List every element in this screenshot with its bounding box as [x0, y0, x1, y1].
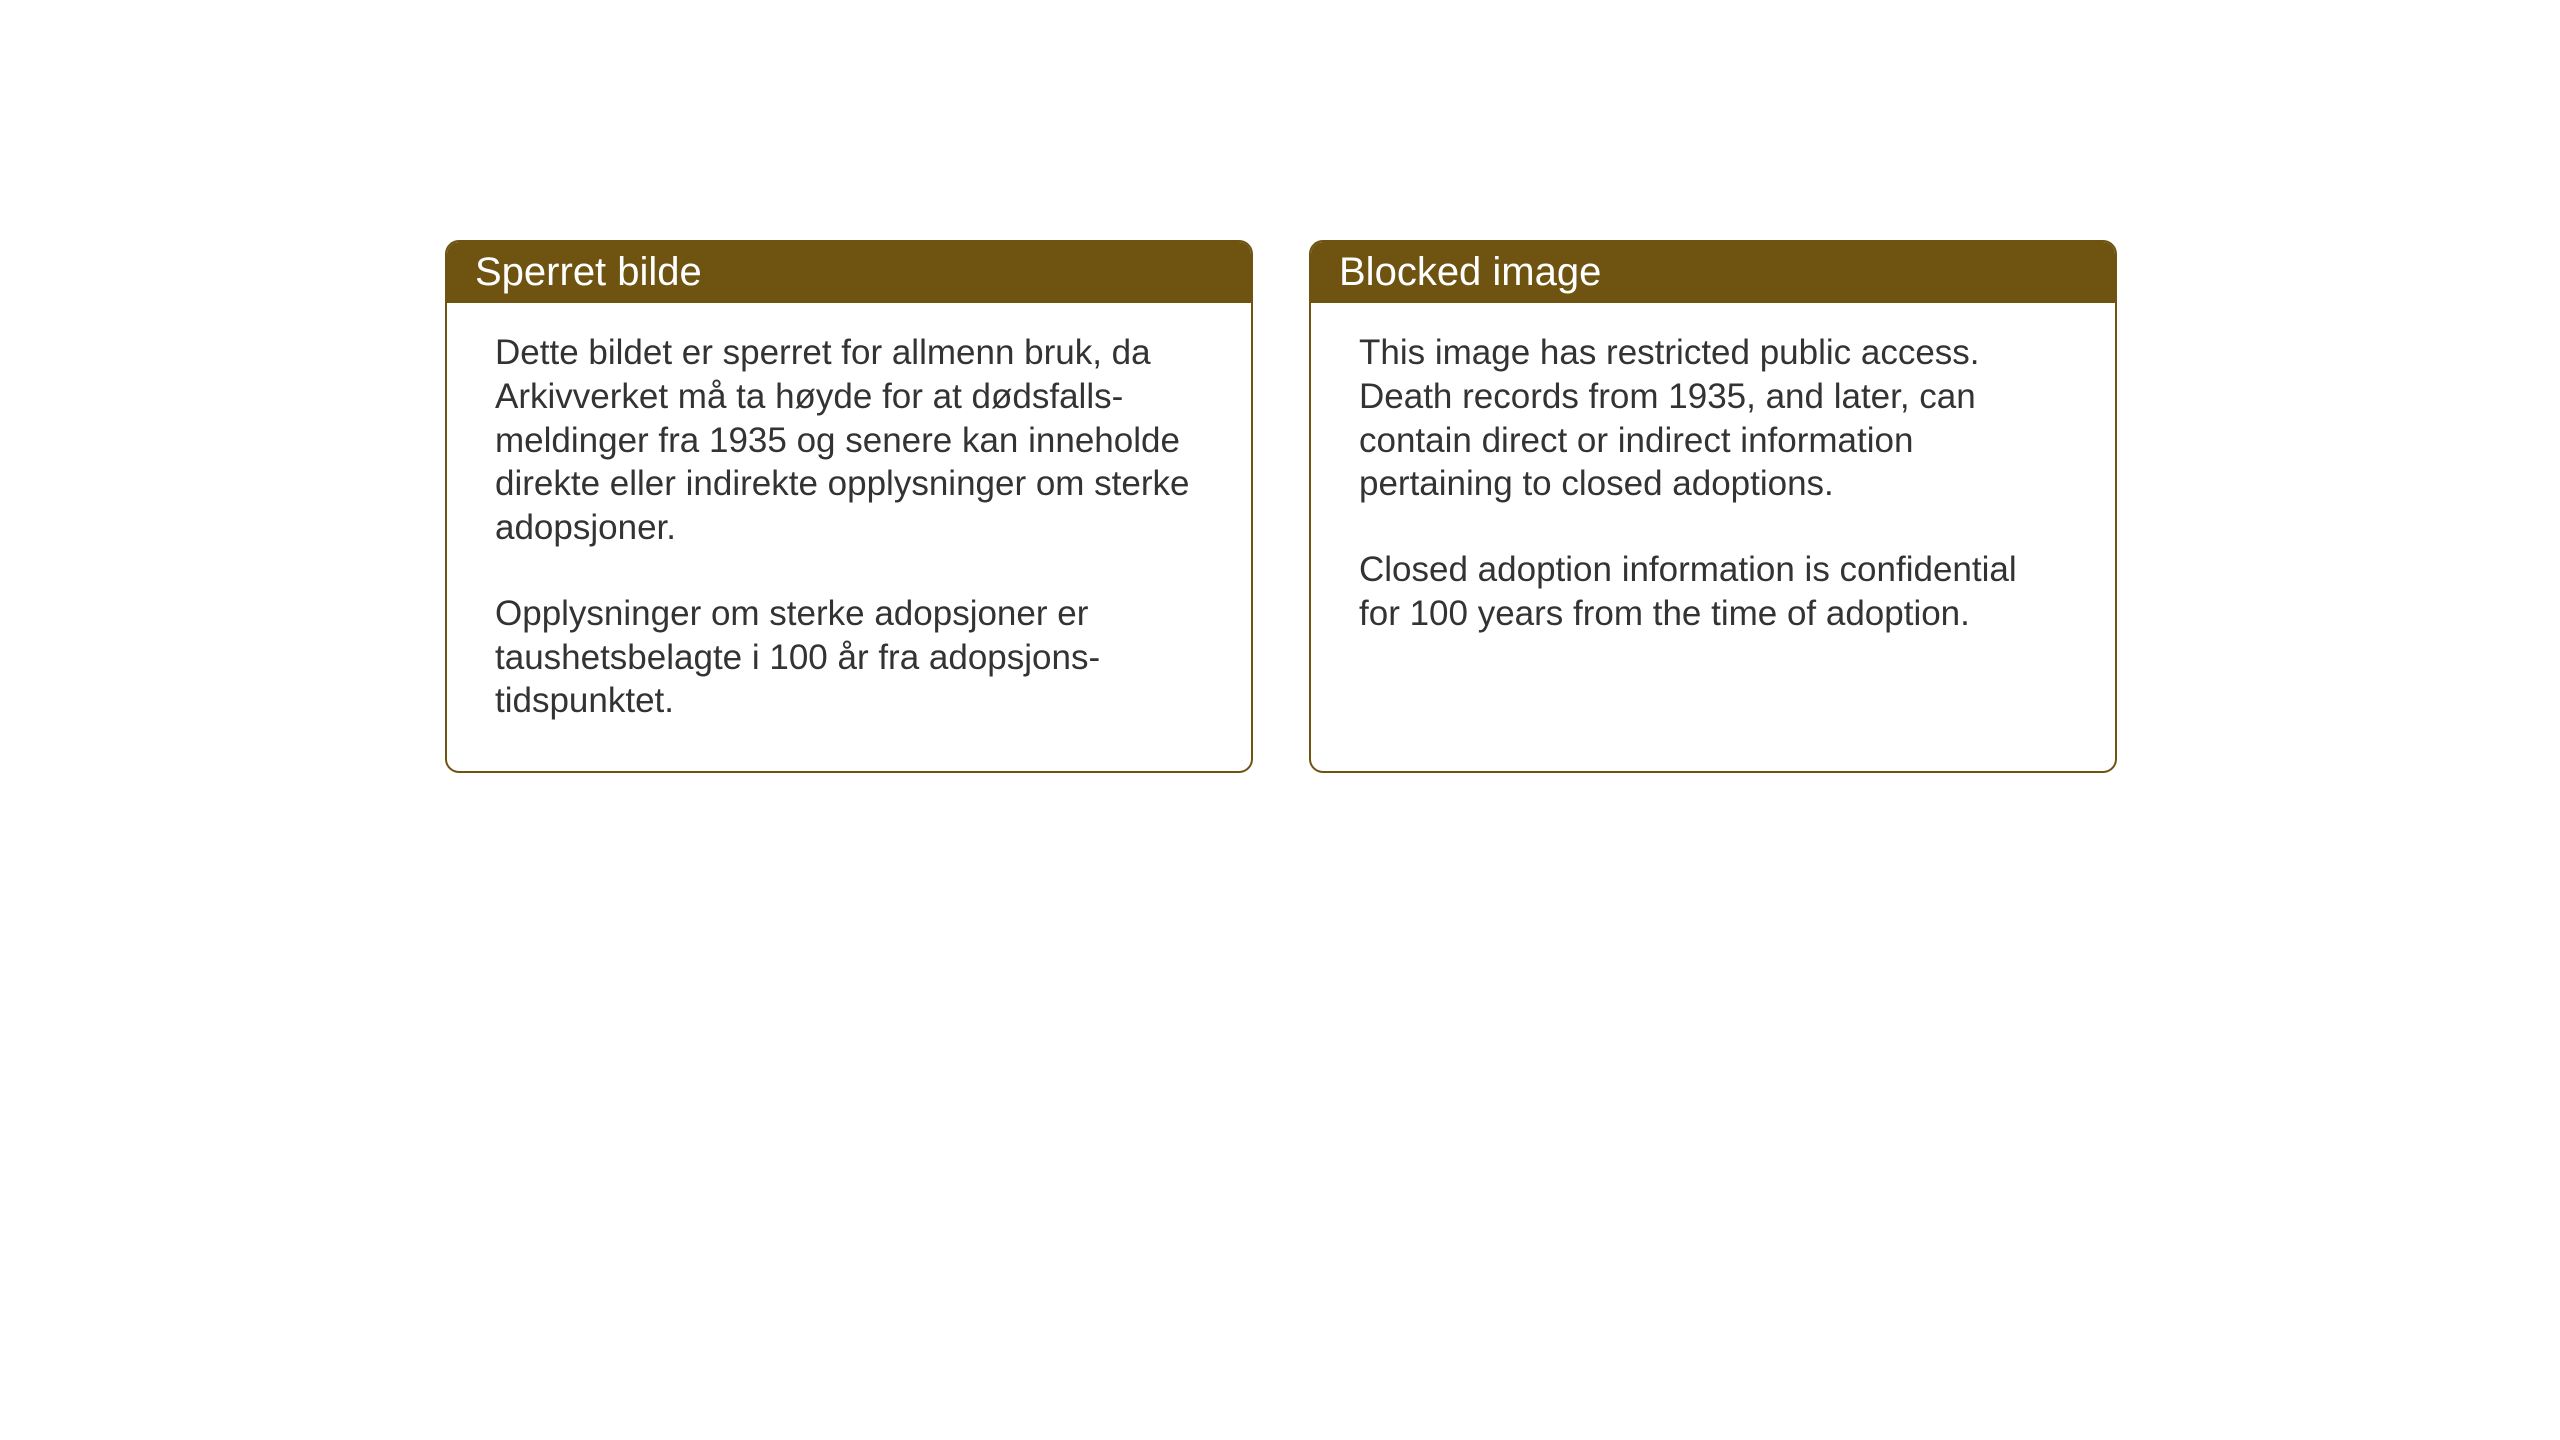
notice-header-norwegian: Sperret bilde: [447, 242, 1251, 303]
notice-box-english: Blocked image This image has restricted …: [1309, 240, 2117, 773]
notice-paragraph: Dette bildet er sperret for allmenn bruk…: [495, 331, 1203, 550]
notice-box-norwegian: Sperret bilde Dette bildet er sperret fo…: [445, 240, 1253, 773]
notice-body-norwegian: Dette bildet er sperret for allmenn bruk…: [447, 303, 1251, 771]
notice-paragraph: Closed adoption information is confident…: [1359, 548, 2067, 636]
notice-paragraph: Opplysninger om sterke adopsjoner er tau…: [495, 592, 1203, 723]
notice-body-english: This image has restricted public access.…: [1311, 303, 2115, 684]
notice-paragraph: This image has restricted public access.…: [1359, 331, 2067, 506]
notice-header-english: Blocked image: [1311, 242, 2115, 303]
notice-container: Sperret bilde Dette bildet er sperret fo…: [445, 240, 2117, 773]
